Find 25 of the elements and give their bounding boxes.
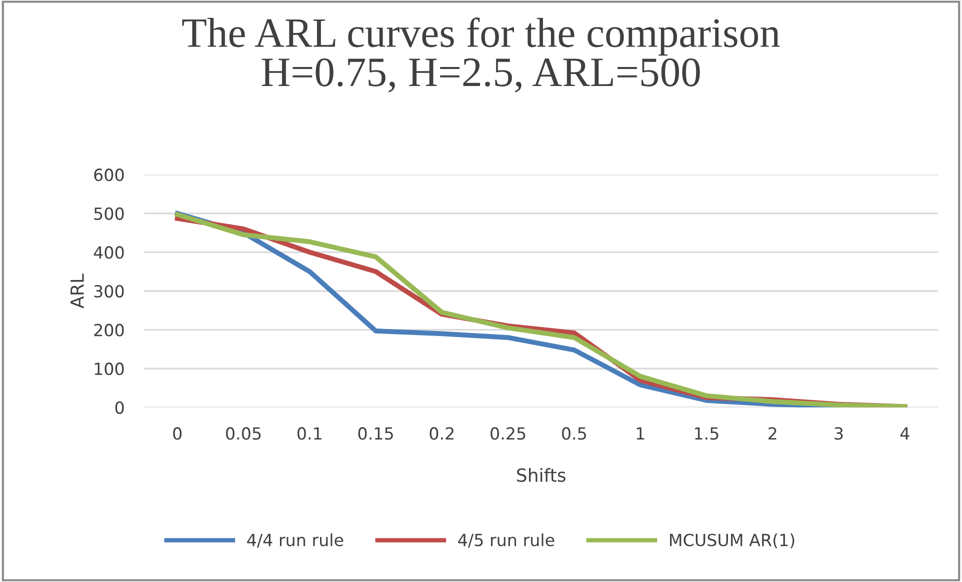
x-tick-label: 0.2 bbox=[430, 427, 454, 440]
x-tick-label: 0.25 bbox=[490, 427, 526, 440]
x-tick-label: 3 bbox=[834, 427, 843, 440]
x-tick-label: 1.5 bbox=[695, 427, 718, 440]
legend-label: 4/4 run rule bbox=[247, 533, 344, 548]
x-tick-label: 0 bbox=[173, 427, 182, 440]
y-tick-label: 600 bbox=[94, 168, 124, 182]
y-tick-label: 400 bbox=[94, 246, 124, 259]
y-tick-label: 100 bbox=[94, 362, 124, 376]
x-tick-label: 0.05 bbox=[226, 427, 261, 440]
y-tick-label: 300 bbox=[94, 284, 124, 298]
x-tick-label: 4 bbox=[900, 427, 910, 440]
x-tick-label: 1 bbox=[636, 427, 644, 440]
y-tick-label: 0 bbox=[115, 401, 124, 414]
legend-label: MCUSUM AR(1) bbox=[670, 533, 794, 548]
x-tick-label: 0.1 bbox=[297, 427, 322, 440]
x-tick-label: 0.15 bbox=[358, 427, 393, 440]
y-axis-title: ARL bbox=[70, 274, 84, 308]
chart-title: The ARL curves for the comparison H=0.75, H=2.5, ARL=500 bbox=[182, 17, 780, 92]
x-tick-label: 2 bbox=[768, 427, 776, 440]
x-tick-label: 0.5 bbox=[562, 427, 586, 440]
y-tick-label: 200 bbox=[94, 324, 124, 336]
y-tick-label: 500 bbox=[94, 207, 124, 220]
x-axis-title: Shifts bbox=[517, 468, 566, 482]
legend-label: 4/5 run rule bbox=[458, 533, 554, 548]
